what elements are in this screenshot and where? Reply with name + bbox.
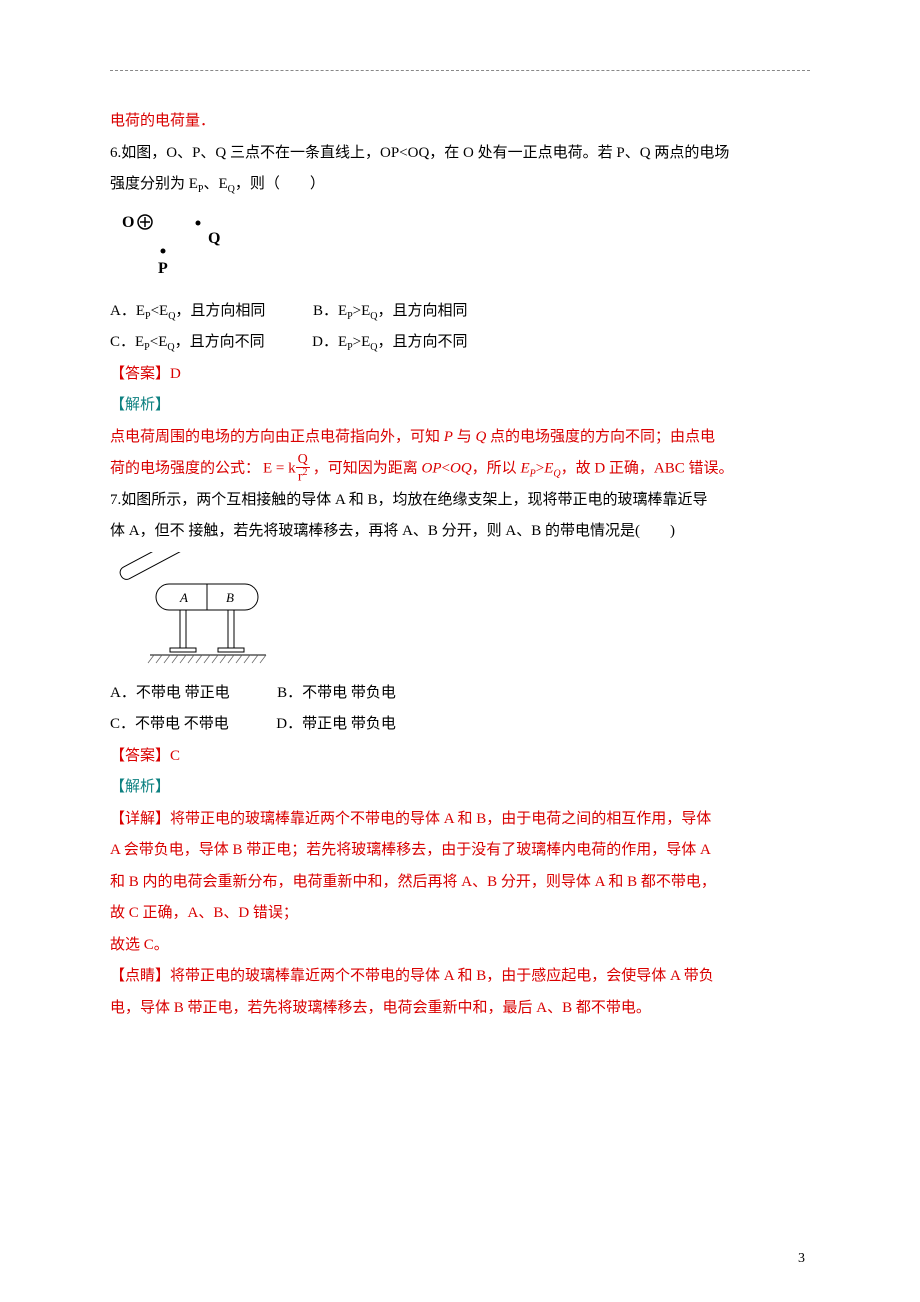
q6-e2-oq: OQ <box>450 460 472 476</box>
q7-detail-line1: 【详解】将带正电的玻璃棒靠近两个不带电的导体 A 和 B，由于电荷之间的相互作用… <box>110 804 810 836</box>
q6-opta-2: <E <box>151 303 169 319</box>
q6-e2-gt: > <box>536 460 544 476</box>
q7-pt1: 将带正电的玻璃棒靠近两个不带电的导体 A 和 B，由于感应起电，会使导体 A 带… <box>170 968 714 984</box>
q6-answer: 【答案】D <box>110 359 810 391</box>
q6-label-q: Q <box>208 230 220 247</box>
q6-optd-sq: Q <box>370 342 377 353</box>
q6-analysis-label: 【解析】 <box>110 390 810 422</box>
q6-stem2-c: ，则（ ） <box>235 176 325 192</box>
q6-stem-line2: 强度分别为 EP、EQ，则（ ） <box>110 169 810 201</box>
q6-optd-1: D．E <box>312 334 347 350</box>
q6-optb-1: B．E <box>313 303 347 319</box>
q6-e2-ep: E <box>520 460 529 476</box>
q6-e2b: ，可知因为距离 <box>313 460 422 476</box>
q6-optd-3: ，且方向不同 <box>378 334 468 350</box>
q6-expl-line1: 点电荷周围的电场的方向由正点电荷指向外，可知 P 与 Q 点的电场强度的方向不同… <box>110 422 810 454</box>
q6-point-q <box>196 220 201 225</box>
q7-point-line2: 电，导体 B 带正电，若先将玻璃棒移去，电荷会重新中和，最后 A、B 都不带电。 <box>110 993 810 1025</box>
q6-frac-num: Q <box>296 453 310 468</box>
q6-e2d: ，故 D 正确，ABC 错误。 <box>561 460 734 476</box>
q6-label-o: O <box>122 214 134 231</box>
q6-frac-den-exp: 2 <box>303 467 308 478</box>
q7-analysis-label: 【解析】 <box>110 772 810 804</box>
q6-e1c: 点的电场强度的方向不同；由点电 <box>486 429 715 445</box>
q6-e2-lt: < <box>442 460 450 476</box>
q6-e2-eq: E <box>544 460 553 476</box>
q6-stem-line1: 6.如图，O、P、Q 三点不在一条直线上，OP<OQ，在 O 处有一正点电荷。若… <box>110 138 810 170</box>
q7-glass-rod <box>118 552 188 581</box>
q7-label-b: B <box>226 590 234 605</box>
q7-base-b <box>218 648 244 652</box>
q7-opta: A．不带电 带正电 <box>110 685 230 701</box>
q7-detail-line3: 和 B 内的电荷会重新分布，电荷重新中和，然后再将 A、B 分开，则导体 A 和… <box>110 867 810 899</box>
q7-options-ab: A．不带电 带正电 B．不带电 带负电 <box>110 678 810 710</box>
q6-frac-den: r2 <box>296 468 310 485</box>
q7-optd: D．带正电 带负电 <box>276 716 396 732</box>
q7-det1: 将带正电的玻璃棒靠近两个不带电的导体 A 和 B，由于电荷之间的相互作用，导体 <box>170 811 711 827</box>
q6-opta-3: ，且方向相同 <box>175 303 265 319</box>
q6-e2a: 荷的电场强度的公式： <box>110 460 260 476</box>
q6-stem2-b: 、E <box>203 176 227 192</box>
q6-e1a: 点电荷周围的电场的方向由正点电荷指向外，可知 <box>110 429 444 445</box>
q6-e2c: ，所以 <box>472 460 521 476</box>
q6-formula: E = kQr2 <box>263 453 310 485</box>
q7-stem-line2: 体 A，但不 接触，若先将玻璃棒移去，再将 A、B 分开，则 A、B 的带电情况… <box>110 516 810 548</box>
q7-det-lab: 【详解】 <box>110 811 170 827</box>
q7-optb: B．不带电 带负电 <box>277 685 396 701</box>
q6-optd-2: >E <box>353 334 371 350</box>
q7-detail-line5: 故选 C。 <box>110 930 810 962</box>
q6-expl-line2: 荷的电场强度的公式：E = kQr2，可知因为距离 OP<OQ，所以 EP>EQ… <box>110 453 810 485</box>
q6-frac: Qr2 <box>296 453 310 485</box>
q7-answer: 【答案】C <box>110 741 810 773</box>
q7-options-cd: C．不带电 不带电 D．带正电 带负电 <box>110 709 810 741</box>
q6-formula-prefix: E = k <box>263 460 296 476</box>
q6-options-ab: A．EP<EQ，且方向相同 B．EP>EQ，且方向相同 <box>110 296 810 328</box>
q7-ground-hatch <box>148 655 266 663</box>
q6-e1q: Q <box>475 429 486 445</box>
q7-point-line1: 【点睛】将带正电的玻璃棒靠近两个不带电的导体 A 和 B，由于感应起电，会使导体… <box>110 961 810 993</box>
q7-base-a <box>170 648 196 652</box>
q6-optb-3: ，且方向相同 <box>378 303 468 319</box>
q6-optb-sq: Q <box>370 311 377 322</box>
q6-label-p: P <box>158 260 168 277</box>
q6-stem2-a: 强度分别为 E <box>110 176 198 192</box>
q7-pt-lab: 【点睛】 <box>110 968 170 984</box>
q7-ans-lab: 【答案】 <box>110 748 170 764</box>
q7-label-a: A <box>179 590 188 605</box>
q6-options-cd: C．EP<EQ，且方向不同 D．EP>EQ，且方向不同 <box>110 327 810 359</box>
q6-optb-2: >E <box>353 303 371 319</box>
q6-optc-3: ，且方向不同 <box>175 334 265 350</box>
q7-stem-line1: 7.如图所示，两个互相接触的导体 A 和 B，均放在绝缘支架上，现将带正电的玻璃… <box>110 485 810 517</box>
q7-diagram: A B <box>110 552 810 672</box>
q7-ans-val: C <box>170 748 180 764</box>
q6-diagram: O Q P <box>110 209 810 284</box>
q6-optc-2: <E <box>150 334 168 350</box>
q7-detail-line4: 故 C 正确，A、B、D 错误； <box>110 898 810 930</box>
q6-opta-1: A．E <box>110 303 145 319</box>
content-area: 电荷的电荷量． 6.如图，O、P、Q 三点不在一条直线上，OP<OQ，在 O 处… <box>110 106 810 1024</box>
top-divider <box>110 70 810 71</box>
q7-optc: C．不带电 不带电 <box>110 716 229 732</box>
q6-point-p <box>161 248 166 253</box>
q6-e2-op: OP <box>422 460 442 476</box>
q6-e2-eq-sub: Q <box>553 468 560 479</box>
q6-e1b: 与 <box>453 429 476 445</box>
page-number: 3 <box>798 1251 805 1267</box>
q7-detail-line2: A 会带负电，导体 B 带正电；若先将玻璃棒移去，由于没有了玻璃棒内电荷的作用，… <box>110 835 810 867</box>
q6-optc-sq: Q <box>167 342 174 353</box>
q6-e1p: P <box>444 429 453 445</box>
q6-ans-val: D <box>170 366 181 382</box>
q6-sub-q: Q <box>228 184 235 195</box>
q6-optc-1: C．E <box>110 334 144 350</box>
prev-continuation: 电荷的电荷量． <box>110 106 810 138</box>
q6-ans-lab: 【答案】 <box>110 366 170 382</box>
